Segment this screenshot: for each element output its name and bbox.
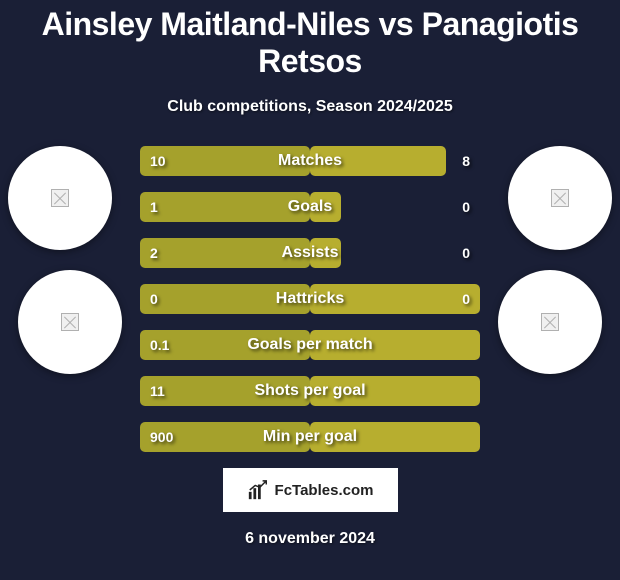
stat-bar-left xyxy=(140,284,310,314)
stat-bar-left-wrap xyxy=(140,192,310,222)
broken-image-icon xyxy=(541,313,559,331)
subtitle: Club competitions, Season 2024/2025 xyxy=(0,98,620,116)
stat-bar-right xyxy=(310,192,341,222)
stat-bar-left xyxy=(140,422,310,452)
stat-bar-left-wrap xyxy=(140,422,310,452)
stats-bars: Matches108 Goals10 Assists20 Hattricks00 Goa… xyxy=(140,140,480,452)
stat-bar-right xyxy=(310,330,480,360)
broken-image-icon xyxy=(61,313,79,331)
stat-bar-right-wrap xyxy=(310,330,480,360)
player1-avatar-secondary xyxy=(18,270,122,374)
stat-bar-right-wrap xyxy=(310,192,480,222)
stat-bar-left xyxy=(140,238,310,268)
stat-row: Shots per goal11 xyxy=(140,376,480,406)
stat-bar-left-wrap xyxy=(140,330,310,360)
stat-bar-left xyxy=(140,376,310,406)
stat-row: Goals per match0.1 xyxy=(140,330,480,360)
date-text: 6 november 2024 xyxy=(10,530,610,548)
broken-image-icon xyxy=(51,189,69,207)
stat-bar-left xyxy=(140,146,310,176)
player2-avatar-secondary xyxy=(498,270,602,374)
page-title: Ainsley Maitland-Niles vs Panagiotis Ret… xyxy=(0,0,620,80)
stat-bar-right-wrap xyxy=(310,284,480,314)
stat-bar-right xyxy=(310,376,480,406)
fctables-logo-icon xyxy=(247,479,269,501)
stat-row: Goals10 xyxy=(140,192,480,222)
stat-bar-left-wrap xyxy=(140,238,310,268)
stat-bar-left-wrap xyxy=(140,376,310,406)
stat-bar-right xyxy=(310,284,480,314)
stat-bar-right-wrap xyxy=(310,146,480,176)
stat-row: Hattricks00 xyxy=(140,284,480,314)
brand-text: FcTables.com xyxy=(275,482,374,499)
stat-bar-left xyxy=(140,192,310,222)
stat-row: Min per goal900 xyxy=(140,422,480,452)
stat-row: Assists20 xyxy=(140,238,480,268)
stat-row: Matches108 xyxy=(140,146,480,176)
stat-bar-right xyxy=(310,238,341,268)
stat-bar-right xyxy=(310,422,480,452)
stat-bar-right-wrap xyxy=(310,422,480,452)
player1-avatar-primary xyxy=(8,146,112,250)
stat-bar-right-wrap xyxy=(310,376,480,406)
comparison-content: Matches108 Goals10 Assists20 Hattricks00 Goa… xyxy=(0,140,620,548)
stat-bar-right-wrap xyxy=(310,238,480,268)
stat-bar-left-wrap xyxy=(140,284,310,314)
player2-avatar-primary xyxy=(508,146,612,250)
broken-image-icon xyxy=(551,189,569,207)
stat-bar-left xyxy=(140,330,310,360)
brand-footer: FcTables.com xyxy=(223,468,398,512)
stat-bar-left-wrap xyxy=(140,146,310,176)
stat-bar-right xyxy=(310,146,446,176)
